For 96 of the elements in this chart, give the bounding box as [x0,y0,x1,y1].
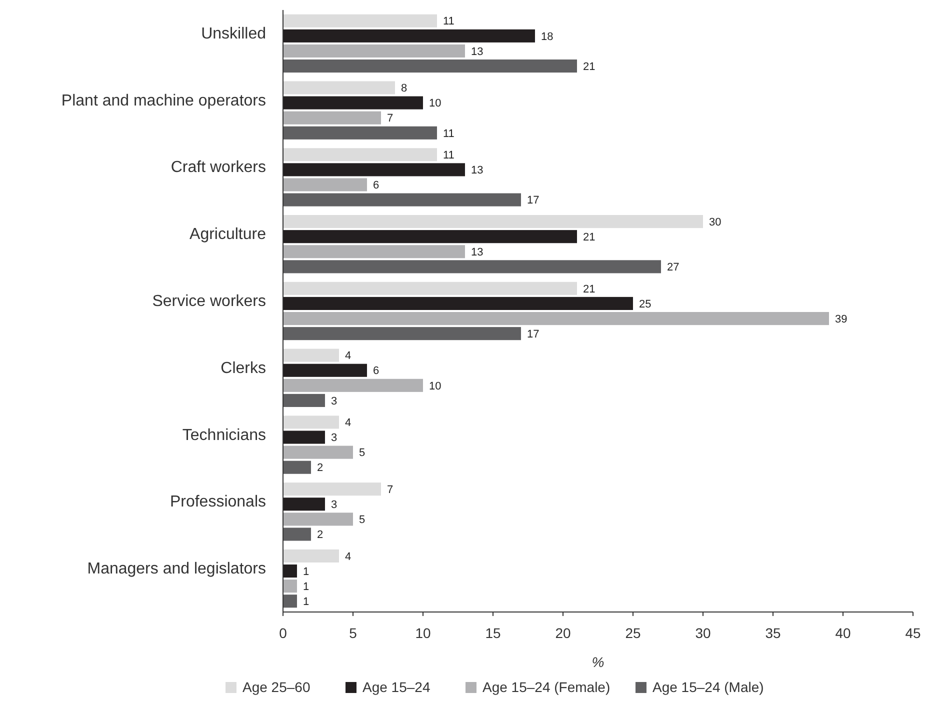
x-tick-label: 0 [279,625,288,641]
bar [283,81,395,94]
legend-label: Age 15–24 [362,679,430,695]
bar [283,230,577,244]
bar [283,348,339,362]
data-label: 1 [303,580,310,593]
bar [283,245,465,258]
bar [283,446,353,459]
legend-label: Age 25–60 [242,679,310,695]
data-label: 21 [583,283,596,296]
bar [283,416,339,429]
x-tick-label: 35 [765,625,781,641]
data-label: 4 [345,417,352,430]
data-label: 10 [429,98,442,110]
bar [283,312,829,326]
data-label: 18 [541,30,554,43]
data-label: 11 [443,16,454,28]
bar [283,111,381,124]
legend-label: Age 15–24 (Female) [482,679,610,695]
bar [283,96,423,110]
bar [283,148,437,162]
data-label: 25 [639,298,652,310]
data-label: 17 [527,328,540,340]
y-tick-label: Unskilled [201,25,266,42]
bar [283,193,521,206]
bar [283,549,339,563]
x-tick-label: 40 [835,625,851,641]
x-tick-label: 10 [415,625,431,641]
bar [283,29,535,42]
bar [283,14,437,28]
data-label: 3 [331,432,338,444]
bar [283,594,297,608]
data-label: 3 [331,498,338,511]
y-tick-label: Agriculture [190,226,266,244]
data-label: 5 [359,514,366,526]
bar [283,163,465,176]
bar [283,364,367,377]
x-tick-label: 20 [555,625,571,641]
data-label: 7 [387,112,394,125]
bar [283,460,311,474]
data-label: 13 [471,46,484,58]
data-label: 11 [443,149,454,162]
x-tick-label: 45 [905,625,921,641]
bar [283,580,297,593]
x-tick-label: 25 [625,625,641,641]
data-label: 6 [373,180,380,192]
bar [283,564,297,578]
data-label: 5 [359,447,366,460]
bar [283,282,577,295]
y-tick-label: Plant and machine operators [61,92,266,110]
data-label: 7 [387,484,394,496]
bar [283,528,311,541]
data-label: 13 [471,164,484,177]
bar [283,512,353,526]
bar [283,296,633,310]
y-tick-label: Service workers [152,293,266,310]
data-label: 10 [429,380,442,392]
data-label: 4 [345,550,352,563]
data-label: 21 [583,231,596,244]
x-tick-label: 30 [695,625,711,641]
y-tick-label: Professionals [170,494,266,511]
data-label: 1 [303,596,310,608]
data-label: 11 [443,128,454,140]
data-label: 17 [527,194,540,207]
bar [283,394,325,407]
data-label: 13 [471,246,484,258]
bar [283,44,465,58]
data-label: 39 [835,313,848,326]
y-tick-label: Clerks [220,360,266,377]
x-tick-label: 5 [349,625,358,641]
y-tick-label: Craft workers [170,159,266,176]
y-tick-label: Managers and legislators [87,560,266,578]
bar [283,126,437,140]
data-label: 4 [345,350,352,362]
bar [283,215,703,228]
x-axis-title: % [592,654,604,670]
bar [283,430,325,444]
data-label: 8 [401,82,408,95]
y-tick-label: Technicians [182,426,266,444]
x-tick-label: 15 [485,625,501,641]
bar [283,260,661,274]
legend-label: Age 15–24 (Male) [652,679,764,695]
bar [283,327,521,340]
bar [283,498,325,511]
data-label: 3 [331,395,338,408]
data-label: 6 [373,365,380,378]
data-label: 2 [317,529,324,542]
data-label: 2 [317,462,324,474]
data-label: 21 [583,60,596,73]
bar [283,482,381,496]
data-label: 27 [667,262,680,274]
bar [283,178,367,192]
data-label: 1 [303,566,310,578]
bar [283,59,577,73]
data-label: 30 [709,216,722,228]
bar [283,378,423,392]
